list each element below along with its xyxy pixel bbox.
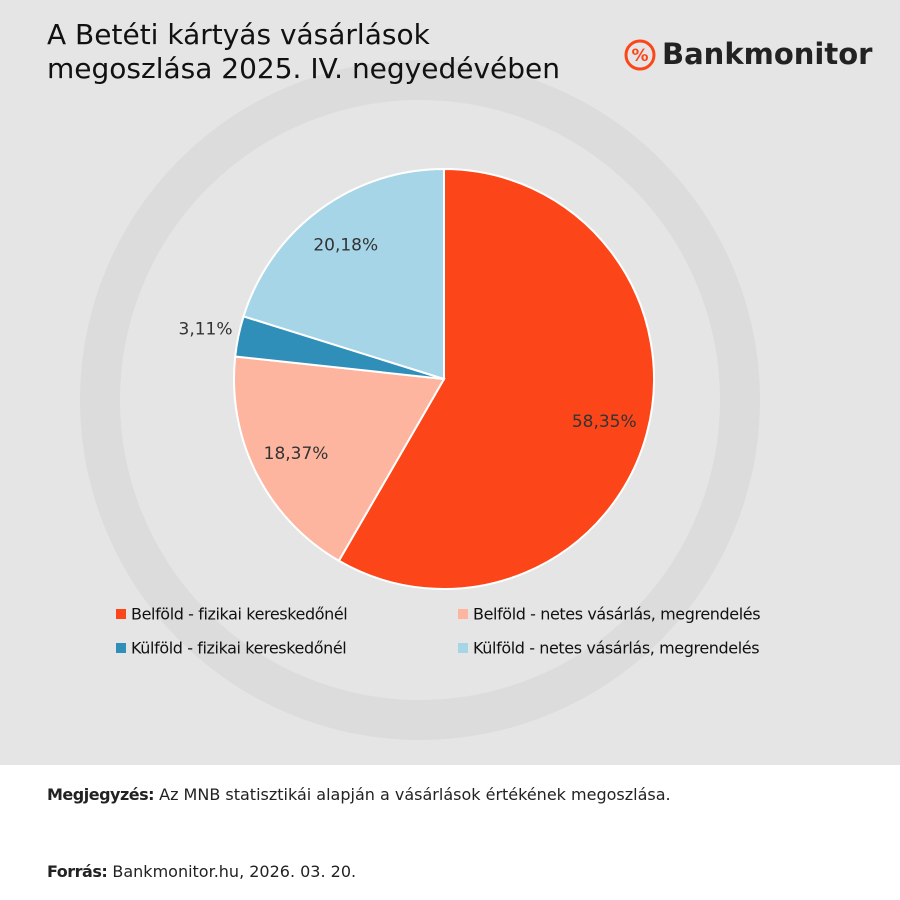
logo-icon-ring [624, 39, 656, 71]
title-line: A Betéti kártyás vásárlások [47, 18, 431, 51]
pie-slice [233, 355, 446, 563]
note: Megjegyzés: Az MNB statisztikái alapján … [47, 785, 671, 804]
source-label: Forrás: [47, 862, 108, 881]
legend: Belföld - fizikai kereskedőnél Belföld - … [116, 605, 761, 658]
logo-name: Bankmonitor [662, 37, 873, 71]
legend-swatch [116, 609, 126, 619]
legend-label: Belföld - fizikai kereskedőnél [131, 605, 347, 624]
pie: 58,35% 18,37% 3,11% 20,18% [179, 167, 655, 590]
data-label: 18,37% [264, 444, 329, 464]
legend-label: Belföld - netes vásárlás, megrendelés [473, 605, 760, 624]
data-label: 58,35% [572, 412, 637, 432]
chart: A Betéti kártyás vásárlások megoszlása 20… [0, 0, 900, 765]
chart-title: A Betéti kártyás vásárlások megoszlása 20… [47, 18, 560, 85]
logo-icon: % [631, 46, 648, 66]
title-line: megoszlása 2025. IV. negyedévében [47, 52, 560, 85]
legend-swatch [116, 643, 126, 653]
note-text: Az MNB statisztikái alapján a vásárlások… [159, 785, 671, 804]
data-label: 3,11% [179, 319, 233, 339]
source: Forrás: Bankmonitor.hu, 2026. 03. 20. [47, 862, 356, 881]
legend-swatch [458, 609, 468, 619]
legend-swatch [458, 643, 468, 653]
watermark [80, 60, 760, 740]
note-label: Megjegyzés: [47, 785, 155, 804]
legend-label: Külföld - netes vásárlás, megrendelés [473, 639, 759, 658]
source-text: Bankmonitor.hu, 2026. 03. 20. [112, 862, 357, 881]
legend-label: Külföld - fizikai kereskedőnél [131, 639, 346, 658]
pie-slice [337, 167, 655, 590]
data-label: 20,18% [313, 235, 378, 255]
pie-slice [242, 167, 445, 381]
